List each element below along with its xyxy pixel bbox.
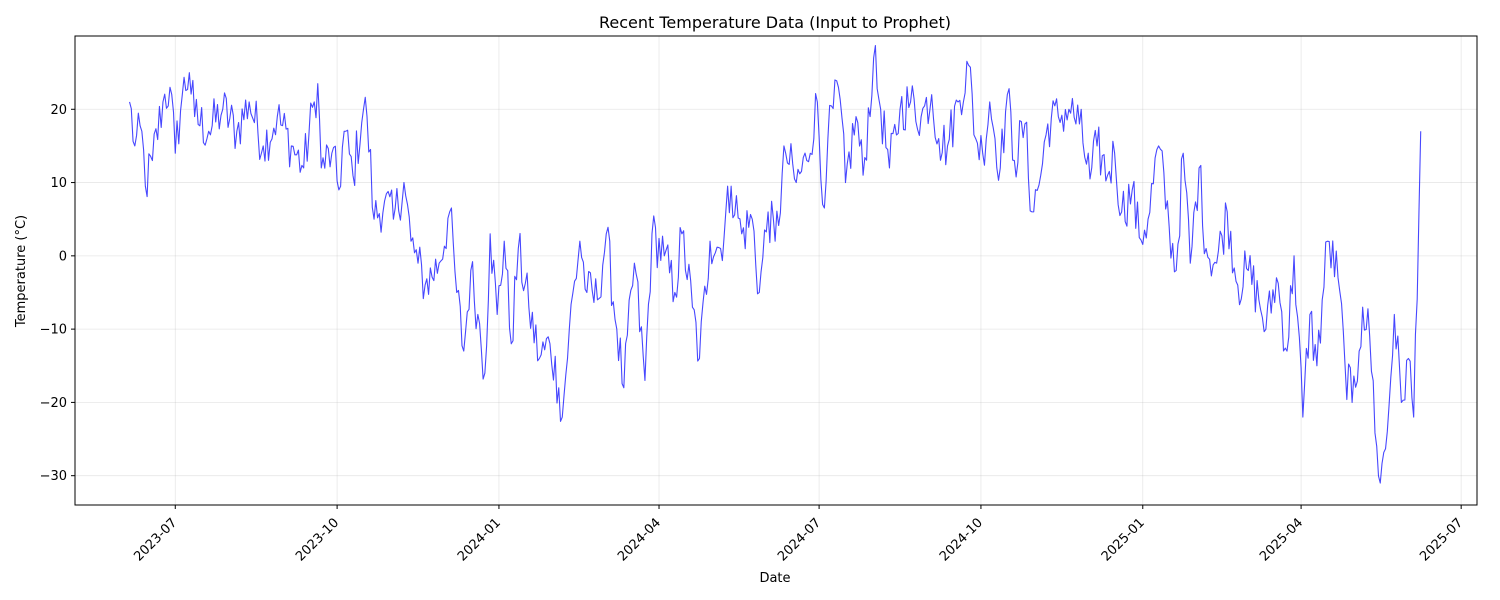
x-tick-label: 2025-01 xyxy=(1099,515,1148,564)
y-axis-ticks: −30 −20 −10 0 10 20 xyxy=(40,103,75,484)
y-tick-label: 0 xyxy=(59,249,67,264)
x-tick-label: 2024-04 xyxy=(615,515,664,564)
plot-frame xyxy=(74,35,1478,506)
x-tick-label: 2025-07 xyxy=(1417,515,1466,564)
x-axis-label: Date xyxy=(759,571,790,586)
y-tick-label: 20 xyxy=(50,103,67,118)
temperature-series-line xyxy=(128,44,1422,484)
x-tick-label: 2023-07 xyxy=(131,515,180,564)
x-tick-label: 2025-04 xyxy=(1257,515,1306,564)
y-tick-label: −30 xyxy=(40,469,67,484)
line-layer xyxy=(128,44,1422,484)
x-tick-label: 2024-01 xyxy=(455,515,504,564)
grid-layer xyxy=(75,36,1477,505)
x-tick-label: 2024-07 xyxy=(775,515,824,564)
x-tick-label: 2023-10 xyxy=(293,515,342,564)
y-axis-label: Temperature (°C) xyxy=(14,215,29,328)
y-tick-label: −20 xyxy=(40,396,67,411)
chart-title: Recent Temperature Data (Input to Prophe… xyxy=(599,13,951,32)
y-tick-label: 10 xyxy=(50,176,67,191)
x-tick-label: 2024-10 xyxy=(937,515,986,564)
x-axis-ticks: 2023-07 2023-10 2024-01 2024-04 2024-07 2024-… xyxy=(131,505,1466,564)
y-tick-label: −10 xyxy=(40,323,67,338)
